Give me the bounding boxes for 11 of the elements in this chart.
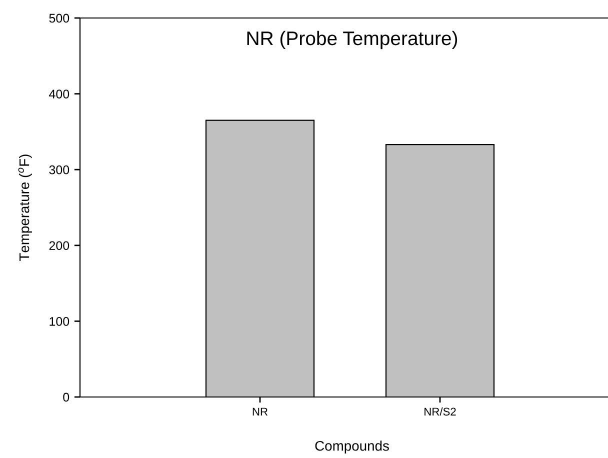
x-tick-label: NR — [252, 408, 268, 416]
x-tick-label: NR/S2 — [424, 407, 456, 416]
y-tick-label: 200 — [49, 241, 70, 250]
y-tick-label: 500 — [49, 14, 70, 23]
y-tick-label: 100 — [50, 317, 70, 326]
y-tick-label: 0 — [63, 392, 70, 402]
y-tick-label: 400 — [49, 90, 70, 98]
x-axis-title: Compounds — [315, 440, 389, 454]
y-axis-title: Temperature ($^{o}$F) — [18, 154, 32, 262]
text: NR (Probe Temperature) — [247, 30, 458, 50]
y-tick-label: 300 — [49, 165, 70, 174]
